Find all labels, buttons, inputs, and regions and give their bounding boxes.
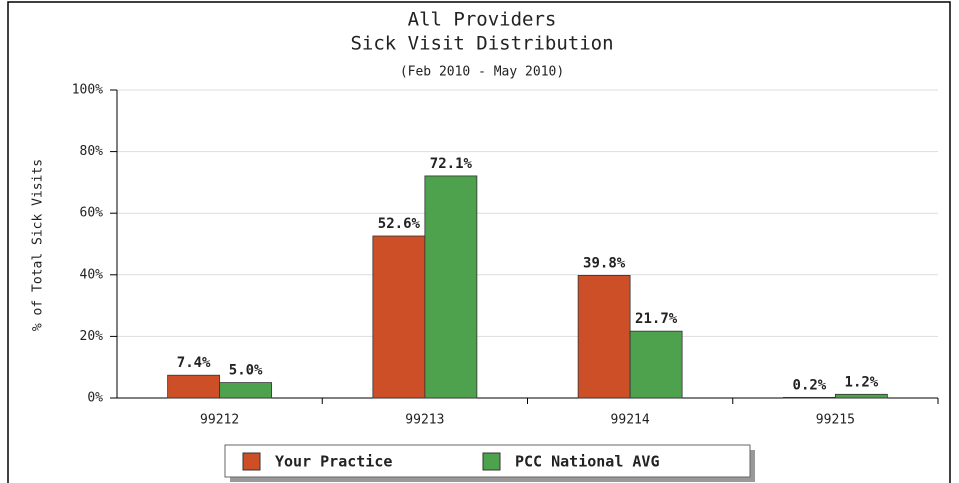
value-label: 39.8%: [583, 255, 626, 271]
bar: [577, 275, 631, 399]
bar: [424, 175, 478, 399]
x-tick-label: 99215: [816, 413, 855, 428]
x-tick-label: 99212: [200, 413, 239, 428]
chart-subtitle: (Feb 2010 - May 2010): [400, 65, 564, 80]
value-label: 21.7%: [635, 311, 678, 327]
x-tick-label: 99214: [611, 413, 650, 428]
x-tick-label: 99213: [405, 413, 444, 428]
bar: [834, 393, 888, 399]
bar: [167, 374, 221, 399]
value-label: 5.0%: [229, 363, 263, 379]
y-tick-label: 0%: [87, 391, 103, 406]
y-tick-label: 80%: [80, 144, 104, 159]
value-label: 0.2%: [793, 377, 827, 393]
bar: [372, 235, 426, 399]
value-label: 72.1%: [430, 156, 473, 172]
value-label: 52.6%: [378, 216, 421, 232]
bar: [219, 382, 273, 399]
y-tick-label: 60%: [80, 206, 104, 221]
legend-label: Your Practice: [275, 453, 392, 471]
chart-title: All Providers: [408, 9, 557, 31]
bar: [782, 396, 836, 399]
legend-swatch: [482, 452, 501, 471]
chart-title-line2: Sick Visit Distribution: [350, 33, 613, 55]
value-label: 7.4%: [177, 355, 211, 371]
y-axis-label: % of Total Sick Visits: [31, 159, 46, 331]
bar: [629, 330, 683, 399]
value-label: 1.2%: [845, 374, 879, 390]
y-tick-label: 40%: [80, 267, 104, 282]
y-tick-label: 100%: [72, 83, 103, 98]
legend-swatch: [242, 452, 261, 471]
legend-label: PCC National AVG: [515, 453, 660, 471]
frame: [7, 1, 951, 483]
y-tick-label: 20%: [80, 329, 104, 344]
